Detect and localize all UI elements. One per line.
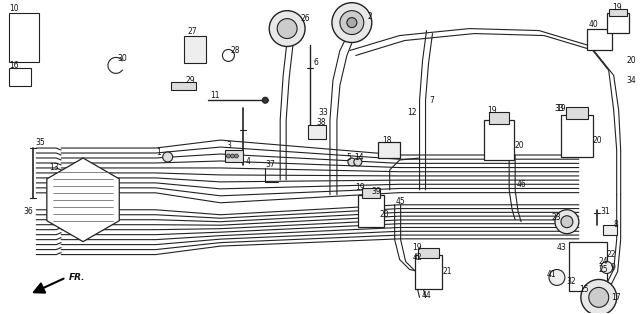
Text: 20: 20 [514, 141, 524, 149]
Text: 29: 29 [186, 76, 195, 85]
Circle shape [332, 3, 372, 42]
Text: 1: 1 [156, 148, 161, 156]
Circle shape [269, 11, 305, 46]
Text: 3: 3 [227, 141, 231, 149]
Text: 22: 22 [607, 250, 616, 259]
FancyBboxPatch shape [225, 150, 243, 162]
Text: 21: 21 [442, 267, 452, 276]
FancyBboxPatch shape [609, 9, 627, 16]
Text: 45: 45 [396, 197, 405, 206]
Circle shape [230, 154, 234, 158]
Circle shape [601, 262, 612, 273]
Text: 44: 44 [422, 291, 431, 300]
FancyBboxPatch shape [358, 195, 384, 227]
Text: 10: 10 [10, 4, 19, 13]
FancyBboxPatch shape [184, 35, 205, 63]
Text: FR.: FR. [69, 273, 86, 282]
Circle shape [347, 18, 357, 28]
Text: 19: 19 [355, 183, 364, 192]
Text: 20: 20 [380, 210, 389, 219]
Text: 34: 34 [627, 76, 636, 85]
Circle shape [340, 11, 364, 35]
Circle shape [561, 216, 573, 228]
Text: 33: 33 [554, 104, 564, 113]
FancyBboxPatch shape [378, 142, 399, 158]
Circle shape [262, 97, 268, 103]
Circle shape [348, 158, 356, 166]
Polygon shape [47, 158, 119, 242]
FancyBboxPatch shape [308, 125, 326, 139]
Text: 19: 19 [556, 104, 566, 113]
Circle shape [549, 269, 565, 285]
Text: 43: 43 [557, 243, 566, 252]
FancyBboxPatch shape [10, 13, 39, 62]
Circle shape [223, 50, 234, 62]
FancyBboxPatch shape [484, 120, 514, 160]
Text: 24: 24 [599, 257, 609, 266]
Text: 2: 2 [368, 12, 372, 21]
Text: 35: 35 [35, 138, 45, 147]
Text: 42: 42 [413, 253, 422, 262]
Text: 13: 13 [49, 164, 59, 172]
FancyBboxPatch shape [171, 82, 196, 90]
FancyBboxPatch shape [569, 242, 607, 291]
Text: 16: 16 [10, 61, 19, 70]
Text: 4: 4 [245, 158, 250, 166]
Text: 46: 46 [517, 180, 527, 189]
Text: 41: 41 [547, 270, 557, 279]
FancyBboxPatch shape [417, 248, 440, 257]
Text: 31: 31 [601, 207, 611, 216]
Text: 18: 18 [381, 136, 391, 144]
Text: 15: 15 [579, 285, 588, 294]
Text: 27: 27 [188, 27, 197, 36]
Text: 20: 20 [627, 56, 636, 65]
FancyBboxPatch shape [607, 13, 628, 33]
Text: 14: 14 [354, 153, 364, 161]
Text: 38: 38 [316, 118, 326, 127]
Text: 30: 30 [118, 54, 127, 63]
Circle shape [354, 158, 362, 166]
Circle shape [581, 279, 617, 314]
Circle shape [583, 285, 595, 297]
Circle shape [555, 210, 579, 234]
Text: 12: 12 [408, 108, 417, 117]
Text: 20: 20 [593, 136, 602, 144]
FancyBboxPatch shape [415, 255, 442, 290]
Text: 11: 11 [211, 91, 220, 100]
Text: 25: 25 [599, 265, 609, 274]
FancyBboxPatch shape [566, 107, 588, 119]
Text: 19: 19 [612, 3, 622, 12]
FancyBboxPatch shape [10, 68, 31, 86]
Text: 7: 7 [429, 96, 435, 105]
FancyBboxPatch shape [489, 112, 509, 124]
Text: 17: 17 [611, 293, 620, 302]
Circle shape [234, 154, 238, 158]
FancyBboxPatch shape [603, 225, 617, 235]
Text: 19: 19 [413, 243, 422, 252]
Text: 36: 36 [23, 207, 33, 216]
Text: 37: 37 [265, 160, 275, 170]
Text: 8: 8 [614, 220, 618, 229]
Text: 26: 26 [300, 14, 310, 23]
FancyBboxPatch shape [587, 29, 612, 51]
Text: 33: 33 [318, 108, 328, 117]
Text: 39: 39 [372, 187, 381, 196]
Text: 6: 6 [313, 58, 318, 67]
Text: 32: 32 [567, 277, 577, 286]
Text: 9: 9 [611, 263, 616, 272]
Text: 5: 5 [346, 153, 351, 161]
FancyBboxPatch shape [561, 115, 593, 157]
Text: 28: 28 [230, 46, 240, 55]
Text: 19: 19 [487, 106, 497, 115]
Text: 23: 23 [552, 213, 561, 222]
Circle shape [589, 287, 609, 307]
Text: 40: 40 [589, 20, 598, 29]
FancyBboxPatch shape [362, 188, 380, 198]
Circle shape [227, 154, 230, 158]
Circle shape [277, 19, 297, 39]
Circle shape [163, 152, 173, 162]
